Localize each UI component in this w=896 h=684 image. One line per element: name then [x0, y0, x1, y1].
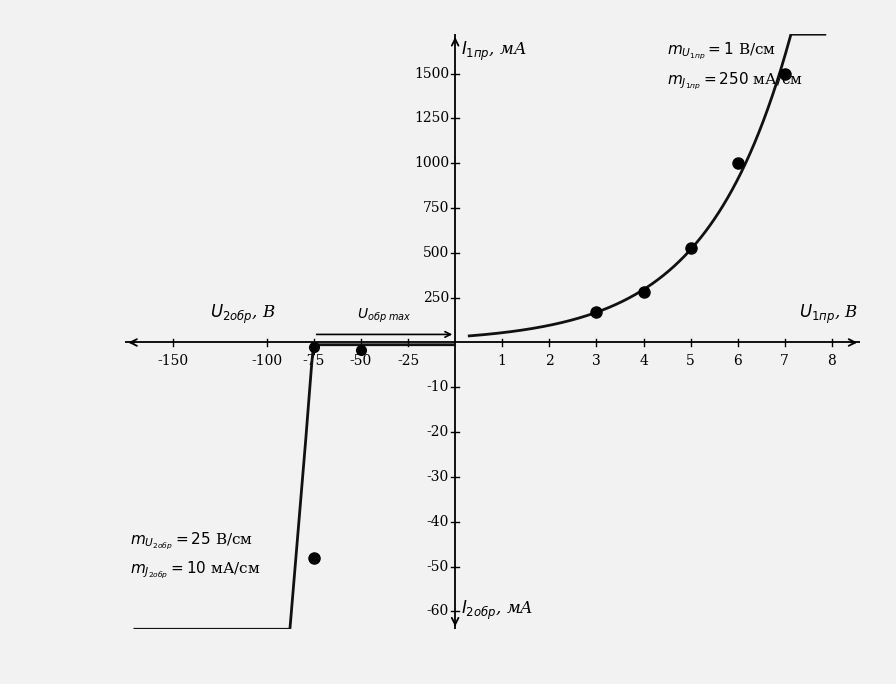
Text: 1250: 1250	[414, 111, 449, 125]
Text: -40: -40	[426, 515, 449, 529]
Text: -30: -30	[426, 470, 449, 484]
Text: 250: 250	[423, 291, 449, 304]
Text: -100: -100	[251, 354, 282, 368]
Text: 6: 6	[733, 354, 742, 368]
Text: $U_{2обр}$, В: $U_{2обр}$, В	[211, 303, 276, 326]
Text: -20: -20	[426, 425, 449, 439]
Text: -75: -75	[303, 354, 325, 368]
Text: 750: 750	[423, 201, 449, 215]
Text: 1500: 1500	[414, 66, 449, 81]
Text: $I_{1пр}$, мА: $I_{1пр}$, мА	[461, 40, 527, 63]
Text: -50: -50	[426, 560, 449, 574]
Text: -50: -50	[349, 354, 372, 368]
Text: 7: 7	[780, 354, 789, 368]
Text: 500: 500	[423, 246, 449, 260]
Text: 1000: 1000	[414, 156, 449, 170]
Text: 8: 8	[828, 354, 836, 368]
Text: 1: 1	[498, 354, 506, 368]
Text: -10: -10	[426, 380, 449, 394]
Text: $U_{обр\ max}$: $U_{обр\ max}$	[358, 307, 412, 326]
Text: -150: -150	[157, 354, 188, 368]
Text: -60: -60	[426, 605, 449, 618]
Text: $I_{2обр}$, мА: $I_{2обр}$, мА	[461, 599, 533, 622]
Text: -25: -25	[397, 354, 419, 368]
Text: 2: 2	[545, 354, 554, 368]
Text: $m_{U_{1пр}}=1$ В/см
$m_{J_{1пр}}=250$ мА/см: $m_{U_{1пр}}=1$ В/см $m_{J_{1пр}}=250$ м…	[667, 41, 803, 92]
Text: 5: 5	[686, 354, 695, 368]
Text: 4: 4	[639, 354, 648, 368]
Text: $m_{U_{2обр}}=25$ В/см
$m_{J_{2обр}}=10$ мА/см: $m_{U_{2обр}}=25$ В/см $m_{J_{2обр}}=10$…	[130, 531, 261, 581]
Text: 3: 3	[592, 354, 601, 368]
Text: $U_{1пр}$, В: $U_{1пр}$, В	[798, 303, 857, 326]
